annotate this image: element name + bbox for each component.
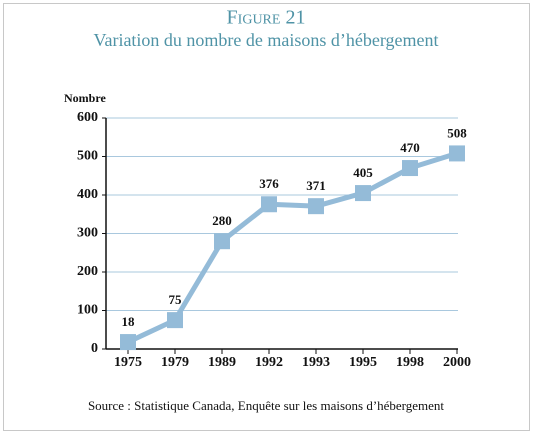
marker <box>214 233 230 250</box>
x-tick-label: 1989 <box>208 355 236 370</box>
frame <box>3 3 530 431</box>
marker <box>402 160 418 177</box>
value-label: 371 <box>306 178 326 193</box>
y-tick-label: 500 <box>77 149 98 164</box>
marker <box>449 145 465 162</box>
y-tick-label: 100 <box>77 303 98 318</box>
value-label: 280 <box>212 213 232 228</box>
y-tick-label: 600 <box>77 110 98 125</box>
value-label: 470 <box>400 140 420 155</box>
x-tick-label: 1979 <box>161 355 189 370</box>
x-tick-label: 1993 <box>302 355 330 370</box>
y-tick-label: 0 <box>91 341 98 356</box>
y-tick-label: 200 <box>77 264 98 279</box>
marker <box>167 312 183 329</box>
marker <box>355 185 371 202</box>
chart-title: Figure 21 <box>227 7 306 29</box>
x-tick-label: 2000 <box>443 355 471 370</box>
x-tick-label: 1975 <box>114 355 142 370</box>
y-tick-label: 400 <box>77 187 98 202</box>
value-label: 508 <box>447 125 467 140</box>
value-label: 376 <box>259 176 279 191</box>
marker <box>120 334 136 351</box>
value-label: 18 <box>122 314 136 329</box>
y-tick-label: 300 <box>77 226 98 241</box>
value-label: 75 <box>169 292 183 307</box>
chart-subtitle: Variation du nombre de maisons d’héberge… <box>93 30 438 50</box>
value-label: 405 <box>353 165 373 180</box>
marker <box>261 196 277 213</box>
source: Source : Statistique Canada, Enquête sur… <box>88 398 444 413</box>
x-tick-label: 1995 <box>349 355 377 370</box>
y-axis-label: Nombre <box>64 91 106 105</box>
marker <box>308 198 324 215</box>
x-tick-label: 1998 <box>396 355 424 370</box>
x-tick-label: 1992 <box>255 355 283 370</box>
